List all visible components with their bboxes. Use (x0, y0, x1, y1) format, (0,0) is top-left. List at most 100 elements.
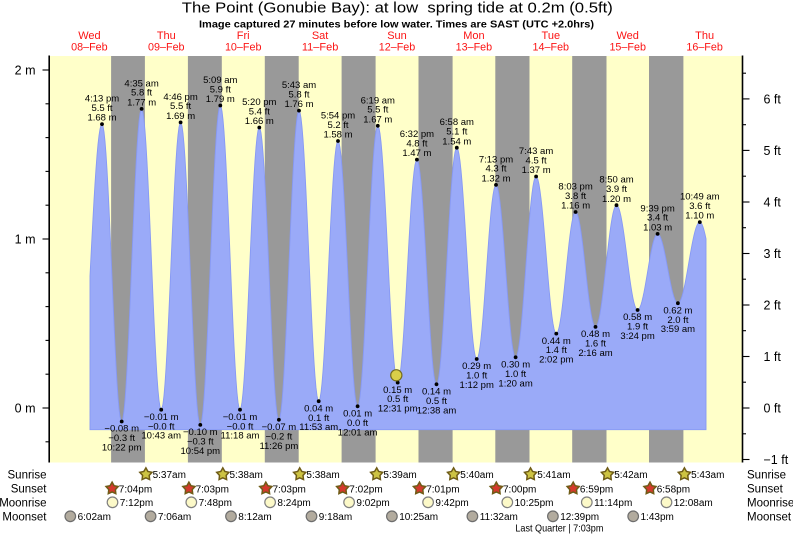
svg-text:11–Feb: 11–Feb (302, 42, 339, 54)
svg-text:7:01pm: 7:01pm (426, 484, 459, 495)
svg-text:11:18 am: 11:18 am (221, 431, 260, 442)
svg-text:7:48pm: 7:48pm (199, 498, 232, 509)
svg-text:7:03pm: 7:03pm (196, 484, 229, 495)
svg-text:12:08am: 12:08am (674, 498, 713, 509)
svg-text:3:59 am: 3:59 am (661, 324, 695, 335)
svg-text:10:54 pm: 10:54 pm (180, 446, 220, 457)
svg-text:7:12pm: 7:12pm (120, 498, 153, 509)
svg-text:0.62 m: 0.62 m (663, 305, 692, 316)
svg-text:Sunrise: Sunrise (8, 469, 47, 481)
svg-text:−0.01 m: −0.01 m (223, 412, 258, 423)
svg-text:2:16 am: 2:16 am (578, 348, 612, 359)
svg-text:9:18am: 9:18am (319, 512, 352, 523)
svg-text:1.03 m: 1.03 m (643, 223, 672, 234)
svg-text:1:20 am: 1:20 am (498, 378, 532, 389)
svg-text:Moonset: Moonset (747, 511, 792, 523)
svg-text:1 m: 1 m (15, 233, 36, 247)
svg-text:1.58 m: 1.58 m (323, 130, 352, 141)
svg-text:−0.08 m: −0.08 m (104, 424, 139, 435)
svg-text:1.4 ft: 1.4 ft (546, 345, 567, 356)
svg-text:0.04 m: 0.04 m (304, 403, 333, 414)
svg-text:0.44 m: 0.44 m (542, 336, 571, 347)
svg-text:8:03 pm: 8:03 pm (558, 182, 592, 193)
svg-text:1.79 m: 1.79 m (206, 94, 235, 105)
svg-text:0.15 m: 0.15 m (383, 385, 412, 396)
svg-text:5:39am: 5:39am (383, 470, 416, 481)
svg-text:5:54 pm: 5:54 pm (321, 111, 355, 122)
svg-text:4.8 ft: 4.8 ft (406, 138, 427, 149)
svg-text:4:35 am: 4:35 am (124, 78, 158, 89)
svg-text:10:49 am: 10:49 am (680, 192, 720, 203)
svg-text:Moonset: Moonset (2, 511, 47, 523)
svg-text:−0.3 ft: −0.3 ft (108, 433, 135, 444)
svg-text:1.0 ft: 1.0 ft (505, 369, 526, 380)
svg-text:5:42am: 5:42am (614, 470, 647, 481)
svg-text:1.32 m: 1.32 m (481, 174, 510, 185)
svg-text:08–Feb: 08–Feb (71, 42, 108, 54)
svg-text:7:00pm: 7:00pm (503, 484, 536, 495)
svg-text:4:13 pm: 4:13 pm (85, 94, 119, 105)
svg-text:−0.10 m: −0.10 m (183, 427, 218, 438)
svg-text:5 ft: 5 ft (764, 144, 782, 158)
svg-text:3.4 ft: 3.4 ft (647, 213, 668, 224)
svg-text:1.76 m: 1.76 m (284, 99, 313, 110)
svg-text:1.47 m: 1.47 m (402, 148, 431, 159)
svg-text:0.58 m: 0.58 m (623, 312, 652, 323)
svg-text:0.0 ft: 0.0 ft (347, 418, 368, 429)
svg-text:0 m: 0 m (15, 402, 36, 416)
svg-text:0.48 m: 0.48 m (581, 329, 610, 340)
svg-text:3.9 ft: 3.9 ft (606, 184, 627, 195)
svg-text:−0.0 ft: −0.0 ft (148, 421, 175, 432)
svg-text:−0.2 ft: −0.2 ft (266, 431, 293, 442)
svg-text:15–Feb: 15–Feb (609, 42, 646, 54)
svg-text:11:26 pm: 11:26 pm (259, 441, 298, 452)
svg-text:5.8 ft: 5.8 ft (131, 88, 152, 99)
svg-text:1.0 ft: 1.0 ft (466, 371, 487, 382)
svg-text:−0.01 m: −0.01 m (144, 412, 179, 423)
svg-text:9:39 pm: 9:39 pm (640, 203, 674, 214)
svg-text:6 ft: 6 ft (764, 92, 782, 106)
svg-text:Sunset: Sunset (11, 484, 48, 496)
svg-text:The Point (Gonubie Bay): at lo: The Point (Gonubie Bay): at low spring t… (182, 0, 613, 16)
svg-text:−0.0 ft: −0.0 ft (227, 421, 254, 432)
svg-text:7:02pm: 7:02pm (349, 484, 382, 495)
svg-text:5.5 ft: 5.5 ft (91, 103, 112, 114)
svg-text:8:12am: 8:12am (238, 512, 271, 523)
svg-text:9:42pm: 9:42pm (435, 498, 468, 509)
svg-text:12–Feb: 12–Feb (379, 42, 416, 54)
svg-text:12:38 am: 12:38 am (417, 405, 457, 416)
svg-text:3.6 ft: 3.6 ft (689, 201, 710, 212)
svg-text:0.1 ft: 0.1 ft (308, 413, 329, 424)
svg-text:1:43pm: 1:43pm (641, 512, 674, 523)
svg-text:5.8 ft: 5.8 ft (288, 89, 309, 100)
svg-text:5:43am: 5:43am (691, 470, 724, 481)
svg-text:6:58 am: 6:58 am (440, 117, 474, 128)
svg-text:Moonrise: Moonrise (747, 497, 793, 509)
svg-text:0.5 ft: 0.5 ft (387, 394, 408, 405)
svg-text:5:43 am: 5:43 am (282, 80, 316, 91)
svg-text:0.01 m: 0.01 m (343, 409, 372, 420)
svg-text:5:20 pm: 5:20 pm (242, 97, 276, 108)
svg-text:3.8 ft: 3.8 ft (565, 191, 586, 202)
svg-text:11:32am: 11:32am (480, 512, 518, 523)
svg-text:5.5 ft: 5.5 ft (367, 105, 388, 116)
svg-text:7:13 pm: 7:13 pm (479, 154, 513, 165)
svg-text:10:22 pm: 10:22 pm (102, 443, 142, 454)
svg-text:7:06am: 7:06am (158, 512, 191, 523)
svg-text:4.5 ft: 4.5 ft (526, 155, 547, 166)
svg-text:3 ft: 3 ft (764, 247, 782, 261)
svg-text:8:24pm: 8:24pm (277, 498, 310, 509)
svg-text:2.0 ft: 2.0 ft (667, 315, 688, 326)
svg-text:5:37am: 5:37am (153, 470, 186, 481)
svg-text:1.20 m: 1.20 m (602, 194, 631, 205)
svg-text:7:03pm: 7:03pm (273, 484, 306, 495)
svg-text:5:38am: 5:38am (230, 470, 263, 481)
svg-text:5.4 ft: 5.4 ft (249, 106, 270, 117)
svg-text:6:02am: 6:02am (78, 512, 111, 523)
svg-text:2:02 pm: 2:02 pm (539, 355, 573, 366)
svg-text:Wed: Wed (616, 30, 638, 42)
svg-text:Tue: Tue (542, 30, 561, 42)
svg-text:12:39pm: 12:39pm (560, 512, 599, 523)
svg-text:6:58pm: 6:58pm (657, 484, 690, 495)
svg-text:5.1 ft: 5.1 ft (446, 127, 467, 138)
